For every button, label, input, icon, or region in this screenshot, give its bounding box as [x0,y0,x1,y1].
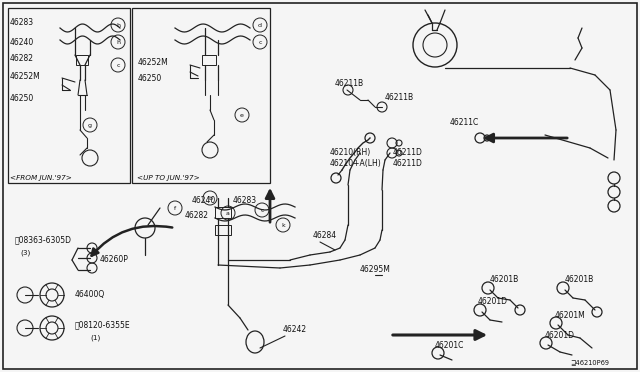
Text: 46211C: 46211C [450,118,479,126]
Text: 46295M: 46295M [360,266,391,275]
Text: b: b [208,196,212,201]
Text: 46211D: 46211D [393,148,423,157]
Text: k: k [281,222,285,228]
Text: 46201B: 46201B [490,276,519,285]
Text: 46201M: 46201M [555,311,586,320]
Text: (1): (1) [90,335,100,341]
Bar [202,55,216,65]
Text: 46252M: 46252M [138,58,169,67]
Text: 46250: 46250 [10,93,35,103]
Text: e: e [240,112,244,118]
Text: 46201B: 46201B [565,276,595,285]
Text: c: c [260,208,264,212]
Text: ⒲08120-6355E: ⒲08120-6355E [75,321,131,330]
Text: 46282: 46282 [10,54,34,62]
Text: 46201C: 46201C [435,340,465,350]
Text: 46240: 46240 [10,38,35,46]
Text: 46260P: 46260P [100,256,129,264]
Text: 46252M: 46252M [10,71,41,80]
Text: d: d [258,22,262,28]
Text: f: f [174,205,176,211]
Text: 46282: 46282 [185,211,209,219]
Text: ⊒46210P69: ⊒46210P69 [570,359,609,365]
Text: 46201D: 46201D [478,298,508,307]
Text: 46210(RH): 46210(RH) [330,148,371,157]
Text: (3): (3) [20,250,30,256]
Text: Ⓜ08363-6305D: Ⓜ08363-6305D [15,235,72,244]
Bar [132,8,270,183]
Text: 46211D: 46211D [393,158,423,167]
Text: h: h [116,39,120,45]
Text: 46284: 46284 [313,231,337,240]
Bar [215,225,231,235]
Bar [76,55,88,65]
Text: <FROM JUN.'97>: <FROM JUN.'97> [10,175,72,181]
Bar [215,207,231,218]
Text: 46250: 46250 [138,74,163,83]
Text: 46283: 46283 [233,196,257,205]
Text: g: g [88,122,92,128]
Text: 46283: 46283 [10,17,34,26]
Text: 46240: 46240 [192,196,216,205]
Text: <UP TO JUN.'97>: <UP TO JUN.'97> [137,175,200,181]
Text: 46211B: 46211B [335,78,364,87]
Text: 46210+A(LH): 46210+A(LH) [330,158,381,167]
Bar [8,8,130,183]
Text: 46242: 46242 [283,326,307,334]
Text: c: c [116,62,120,67]
Text: 46211B: 46211B [385,93,414,102]
Text: h: h [116,22,120,28]
Text: c: c [259,39,262,45]
Text: a: a [226,211,230,215]
Text: 46201D: 46201D [545,330,575,340]
Text: 46400Q: 46400Q [75,291,105,299]
